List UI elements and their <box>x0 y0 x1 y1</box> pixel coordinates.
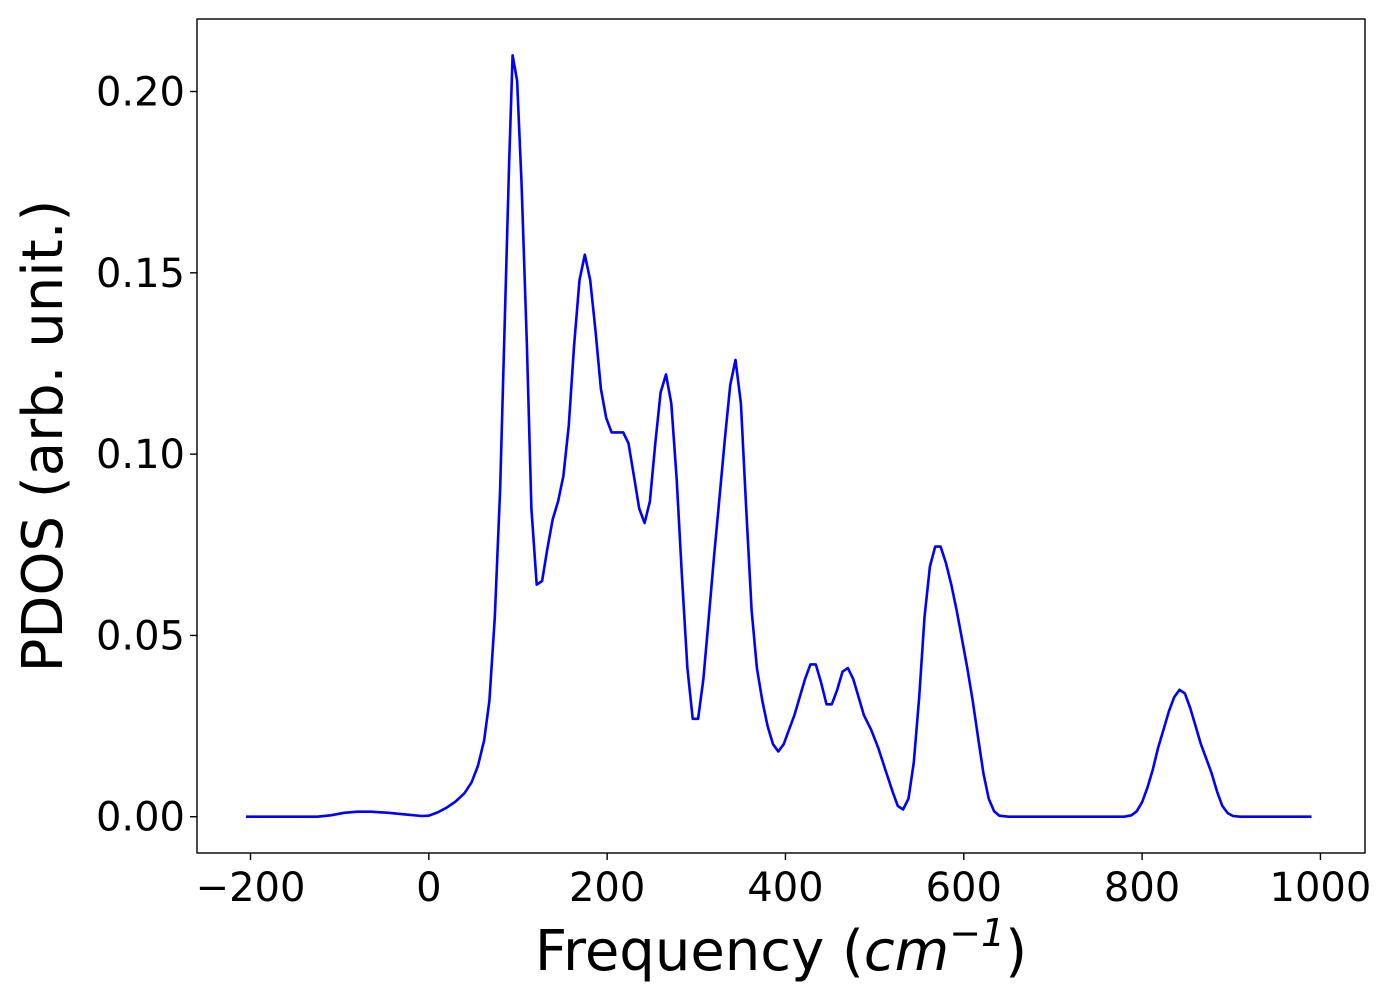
x-axis-ticks: −200 0 200 400 600 800 1000 <box>196 853 1372 911</box>
y-tick-label: 0.05 <box>96 613 185 659</box>
x-axis-title-suffix: ) <box>1005 919 1027 984</box>
x-axis-title: Frequency (cm−1) <box>535 911 1027 984</box>
x-tick-label: 800 <box>1104 865 1180 911</box>
x-axis-title-exponent: −1 <box>949 911 1005 955</box>
y-tick-label: 0.10 <box>96 432 185 478</box>
y-tick-label: 0.00 <box>96 795 185 841</box>
plot-frame <box>196 18 1366 854</box>
y-axis-ticks: 0.00 0.05 0.10 0.15 0.20 <box>96 70 197 841</box>
x-tick-label: 400 <box>747 865 823 911</box>
x-axis-title-prefix: Frequency ( <box>535 919 864 984</box>
x-tick-label: 200 <box>569 865 645 911</box>
x-tick-label: −200 <box>196 865 306 911</box>
x-tick-label: 600 <box>926 865 1002 911</box>
pdos-series-line <box>246 53 1312 819</box>
x-axis-title-unit: cm <box>864 919 949 984</box>
y-tick-label: 0.20 <box>96 70 185 116</box>
x-tick-label: 1000 <box>1270 865 1372 911</box>
plot-area <box>246 53 1312 819</box>
y-axis-title: PDOS (arb. unit.) <box>11 200 76 673</box>
x-tick-label: 0 <box>416 865 441 911</box>
y-tick-label: 0.15 <box>96 251 185 297</box>
